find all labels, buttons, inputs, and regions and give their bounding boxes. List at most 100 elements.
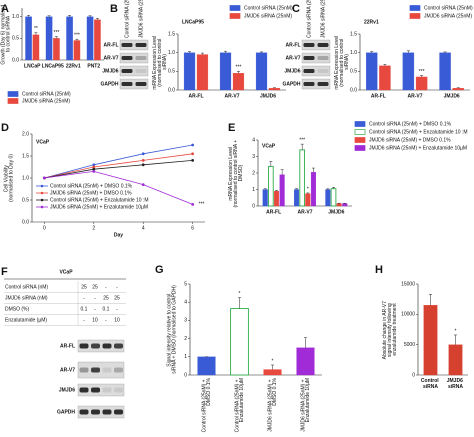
table-cell: 10	[114, 317, 120, 323]
blot-band	[79, 343, 89, 349]
table-cell: 25	[103, 295, 109, 301]
y-tick-label: 4	[252, 137, 255, 143]
bar	[402, 52, 415, 91]
blot-band	[114, 409, 123, 415]
y-tick-label: 0.5	[350, 69, 357, 75]
bar	[232, 73, 245, 91]
blot-band	[121, 43, 133, 47]
blot-column-label: JMJD6 siRNA (25nM)	[320, 0, 326, 38]
bar	[268, 165, 274, 207]
y-tick-label: 0	[252, 203, 255, 209]
y-tick-label: 0	[184, 372, 187, 378]
bar	[299, 149, 305, 207]
legend-swatch	[40, 184, 44, 188]
y-axis-label: Signal intensity relative to control siR…	[167, 285, 178, 374]
point	[141, 152, 145, 156]
blot-title: VCaP	[59, 269, 73, 275]
blot-strip	[119, 52, 149, 64]
legend-swatch	[354, 121, 366, 127]
blot-strip	[77, 361, 125, 379]
bar	[230, 308, 249, 376]
blot-strip	[119, 65, 149, 77]
blot-label: AR-V7	[103, 55, 118, 61]
bar	[219, 52, 232, 91]
blot-strip	[301, 52, 331, 64]
blot-label: GAPDH	[57, 409, 75, 415]
table-cell: -	[105, 284, 107, 290]
panel-label: B	[110, 3, 118, 15]
y-axis-label: mRNA Expression Level (normalised to con…	[152, 34, 168, 89]
legend-swatch	[409, 13, 421, 19]
table-cell: -	[94, 306, 96, 312]
blot-band	[303, 56, 315, 60]
y-tick-label: 1	[252, 187, 255, 193]
x-tick-label: 2	[92, 225, 95, 231]
blot-band	[135, 82, 147, 86]
y-tick-label: 2	[252, 170, 255, 176]
legend-label: Control siRNA (25nM)	[22, 91, 71, 97]
blot-band	[102, 387, 112, 393]
row-label: DMSO (%)	[5, 306, 30, 312]
point	[92, 165, 96, 169]
x-tick-label: PNT2	[87, 63, 100, 69]
x-tick-label: LNCaP	[24, 63, 41, 69]
blot-band	[91, 367, 100, 373]
blot-strip	[77, 383, 125, 397]
table-cell: 25	[114, 295, 120, 301]
bar	[423, 305, 438, 376]
blot-band	[317, 69, 329, 73]
legend-label: Control siRNA (25nM) + DMSO 0.1%	[50, 183, 133, 189]
blot-label: AR-FL	[60, 343, 75, 349]
row-label: JMJD6 siRNA (nM)	[5, 295, 48, 301]
blot-band	[121, 69, 133, 73]
x-tick-label: AR-V7	[407, 93, 422, 99]
blot-label: GAPDH	[282, 81, 300, 87]
blot-band	[114, 367, 123, 373]
x-tick-label: AR-FL	[371, 93, 386, 99]
table-cell: 25	[92, 284, 98, 290]
legend-label: JMJD6 siRNA (25nM)	[424, 13, 472, 19]
y-tick-label: 0.0	[350, 87, 357, 93]
bar	[325, 189, 331, 207]
y-tick-label: 1.0	[350, 50, 357, 56]
legend-swatch	[354, 137, 366, 143]
point	[191, 152, 195, 156]
blot-label: AR-V7	[60, 367, 75, 373]
chart-title: 22Rv1	[364, 19, 379, 25]
blot-band	[121, 82, 133, 86]
significance-label: *	[455, 328, 457, 334]
x-tick-label: JMJD6 siRNA (25nM) + Enzalutamide 10µM	[301, 378, 312, 432]
legend-label: Control siRNA (25nM) + DMSO 0.1%	[369, 121, 452, 127]
bar	[263, 369, 282, 376]
chart-title: LNCaP95	[182, 19, 204, 25]
panel-label: H	[375, 264, 383, 276]
blot-band	[121, 56, 133, 60]
blot-band	[91, 343, 100, 349]
bar	[94, 19, 101, 61]
y-tick-label: 2.0	[22, 131, 29, 137]
bar	[294, 189, 300, 207]
blot-band	[79, 367, 89, 373]
bar	[336, 203, 342, 207]
blot-label: JMJD6	[284, 68, 300, 74]
legend-label: JMJD6 siRNA (25nM) + DMSO 0.1%	[369, 137, 451, 143]
y-tick-label: 0	[412, 372, 415, 378]
blot-band	[79, 409, 89, 415]
chart-title: VCaP	[36, 139, 50, 145]
y-tick-label: 1.0	[12, 14, 19, 20]
x-tick-label: 4	[142, 225, 145, 231]
y-tick-label: 3	[184, 318, 187, 324]
y-tick-label: 1.0	[168, 50, 175, 56]
legend-swatch	[229, 13, 241, 19]
blot-label: JMJD6	[102, 68, 118, 74]
panel-label: A	[1, 3, 9, 15]
blot-label: GAPDH	[100, 81, 118, 87]
blot-band	[317, 43, 329, 47]
blot-label: JMJD6	[59, 387, 75, 393]
table-cell: -	[116, 284, 118, 290]
blot-band	[91, 409, 100, 415]
x-tick-label: AR-FL	[266, 209, 281, 215]
blot-band	[317, 82, 329, 86]
legend-swatch	[40, 191, 44, 195]
blot-band	[303, 82, 315, 86]
